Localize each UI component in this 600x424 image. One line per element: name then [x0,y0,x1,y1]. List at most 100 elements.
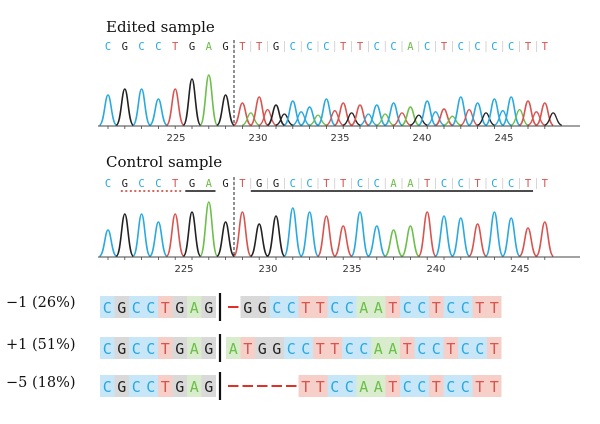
base-cell-bg [187,375,202,397]
base-cell-letter: C [432,340,441,358]
base-cell-letter: T [490,378,499,396]
base-call-letter: G [122,41,128,53]
base-call-letter: C [424,41,430,53]
base-cell-bg [371,337,386,359]
base-call-letter: C [441,178,447,190]
base-cell-bg [487,375,502,397]
base-call-letter: G [256,178,262,190]
base-call-letter: T [323,178,330,190]
base-cell-letter: T [161,378,170,396]
base-cell-letter: C [446,299,455,317]
base-call-letter: C [105,178,111,190]
trace-peak-secondary [309,114,327,126]
trace-peak [216,221,235,257]
base-cell-bg [356,337,371,359]
row-label-ins1: +1 (51%) [6,337,76,353]
base-cell-letter: A [229,340,238,358]
base-call-letter: C [290,41,296,53]
base-cell-letter: T [330,340,339,358]
base-call-letter: A [407,178,414,190]
base-cell-bg [100,337,115,359]
base-call-letter: T [357,41,364,53]
base-cell-letter: T [475,299,484,317]
base-cell-bg [298,375,313,397]
row-label-del5: −5 (18%) [6,375,76,391]
base-cell-letter: T [388,378,397,396]
base-call-letter: G [222,178,228,190]
base-cell-bg [158,375,173,397]
base-cell-letter: T [161,340,170,358]
base-cell-bg [342,375,357,397]
base-cell-letter: C [417,340,426,358]
base-cell-bg [255,337,270,359]
base-cell-letter: C [345,340,354,358]
base-cell-bg [429,296,444,318]
trace-peak [266,215,286,257]
axis-tick-label: 240 [412,133,431,144]
trace-peak [417,211,437,257]
base-call-letter: C [458,178,464,190]
base-cell-bg [356,296,371,318]
base-cell-letter: G [204,378,213,396]
base-cell-letter: G [272,340,281,358]
axis-tick-label: 240 [426,264,445,275]
trace-peak [249,96,269,126]
base-cell-bg [255,296,270,318]
trace-peak [249,223,269,257]
base-cell-letter: C [403,299,412,317]
base-cell-bg [313,337,328,359]
edited-sample-title: Edited sample [106,18,215,36]
trace-peak [334,102,353,126]
base-cell-letter: A [374,340,383,358]
base-cell-bg [226,337,241,359]
base-call-letter: G [273,178,279,190]
trace-peak [199,201,219,257]
axis-tick-label: 230 [248,133,267,144]
base-cell-letter: G [204,340,213,358]
base-call-letter: C [105,41,111,53]
base-cell-letter: A [374,299,383,317]
base-cell-letter: C [461,340,470,358]
base-cell-bg [414,337,429,359]
trace-peak [283,100,302,126]
base-call-letter: T [525,178,532,190]
base-cell-letter: C [287,299,296,317]
base-cell-letter: A [374,378,383,396]
base-cell-letter: C [330,299,339,317]
trace-peak [317,215,336,257]
base-cell-bg [201,337,216,359]
trace-peak-secondary [494,110,512,126]
base-cell-bg [114,375,129,397]
trace-peak [267,104,285,126]
trace-peak-secondary [410,114,428,126]
trace-peak [350,211,370,257]
base-cell-letter: A [190,378,199,396]
base-cell-bg [487,337,502,359]
base-cell-letter: C [446,378,455,396]
axis-tick-label: 245 [510,264,529,275]
base-call-letter: C [491,178,497,190]
base-call-letter: G [222,41,228,53]
base-cell-bg [385,296,400,318]
base-cell-letter: C [103,299,112,317]
base-cell-letter: T [475,378,484,396]
trace-peak-secondary [242,112,260,126]
base-call-letter: G [189,41,195,53]
base-call-letter: T [340,41,347,53]
trace-peak [233,102,252,126]
trace-peak [333,225,353,257]
base-cell-letter: G [117,299,126,317]
base-call-letter: C [306,178,312,190]
trace-peak-secondary [544,112,562,126]
base-cell-letter: G [243,299,252,317]
trace-peak-secondary [326,110,344,126]
base-cell-letter: T [490,340,499,358]
trace-peak [165,88,185,126]
base-cell-letter: T [446,340,455,358]
base-cell-bg [342,296,357,318]
base-cell-letter: T [243,340,252,358]
base-cell-letter: T [316,340,325,358]
base-cell-bg [327,296,342,318]
base-cell-letter: G [175,299,184,317]
